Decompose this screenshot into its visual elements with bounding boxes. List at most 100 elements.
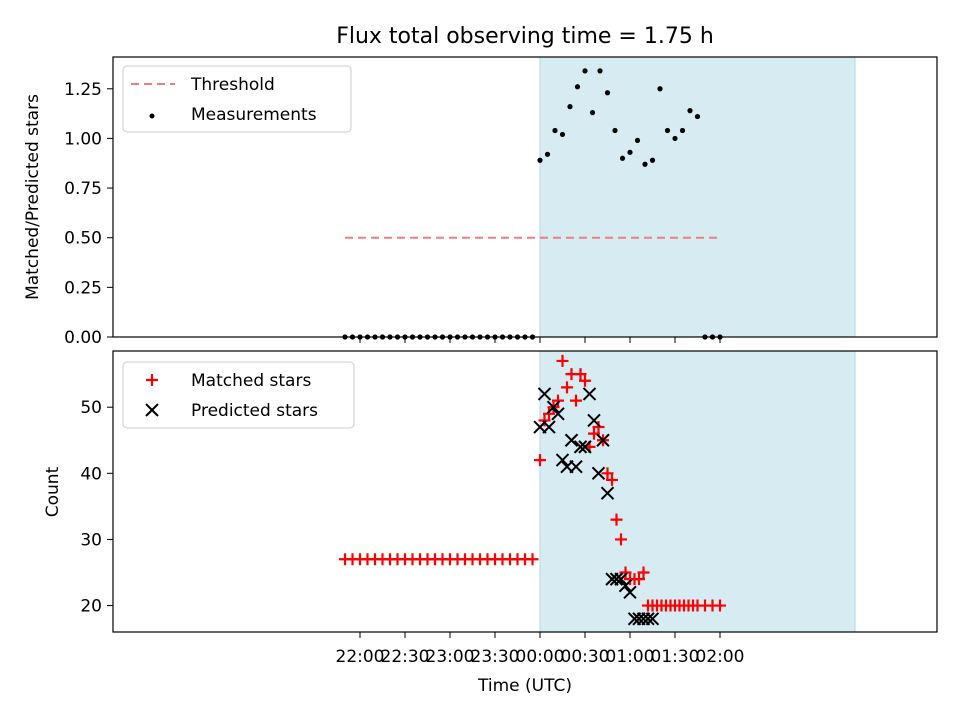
predicted-star-point xyxy=(645,612,660,626)
matched-star-point xyxy=(538,414,551,427)
bottom-xtick-label: 00:00 xyxy=(516,647,565,667)
measurement-point xyxy=(604,90,611,96)
bottom-ytick-label: 20 xyxy=(80,597,102,617)
predicted-star-point xyxy=(564,433,579,447)
matched-star-point xyxy=(588,427,600,440)
matched-star-point xyxy=(552,394,564,407)
bottom-xtick-label: 01:00 xyxy=(606,647,655,667)
matched-star-point xyxy=(556,354,569,367)
top-ylabel: Matched/Predicted stars xyxy=(23,94,43,300)
predicted-star-point xyxy=(609,572,624,586)
predicted-legend-marker xyxy=(145,403,159,417)
measurement-point xyxy=(627,149,633,155)
measurement-point xyxy=(574,84,581,90)
measurement-point xyxy=(642,161,648,167)
matched-star-point xyxy=(633,573,645,586)
top-legend-box xyxy=(122,65,352,133)
top-ytick-label: 0.50 xyxy=(64,229,102,249)
matched-star-point xyxy=(615,533,627,546)
measurement-point xyxy=(687,108,693,114)
predicted-star-point xyxy=(596,433,610,447)
bottom-legend: Matched stars Predicted stars xyxy=(122,361,355,429)
bottom-ytick-label: 50 xyxy=(80,398,102,418)
matched-star-point xyxy=(619,566,632,579)
top-y-axis: 0.00 0.25 0.50 0.75 1.00 1.25 xyxy=(64,80,113,348)
matched-star-point xyxy=(561,381,573,394)
matched-star-point xyxy=(610,513,623,526)
measurement-point xyxy=(612,127,618,134)
predicted-star-point xyxy=(551,407,565,421)
matched-star-point xyxy=(570,394,582,407)
top-panel: 0.00 0.25 0.50 0.75 1.00 1.25 Matched/Predict… xyxy=(23,56,938,348)
predicted-star-point xyxy=(569,459,583,474)
measurement-point xyxy=(619,155,626,161)
bottom-xtick-label: 02:00 xyxy=(696,647,745,667)
bottom-observing-span xyxy=(539,350,856,633)
predicted-star-point xyxy=(641,612,655,626)
measurement-point xyxy=(664,127,671,134)
top-observing-span xyxy=(539,56,856,338)
measurement-point xyxy=(634,137,641,144)
predicted-star-point xyxy=(623,585,637,600)
measurements-legend-marker xyxy=(149,113,155,119)
matched-star-point xyxy=(579,374,591,387)
matched-star-point xyxy=(601,467,614,480)
bottom-frame xyxy=(112,350,938,633)
predicted-star-point xyxy=(546,400,561,414)
predicted-star-point xyxy=(582,387,597,401)
matched-star-point xyxy=(592,421,605,434)
measurement-point xyxy=(559,131,566,138)
bottom-legend-box xyxy=(122,361,355,429)
matched-star-point xyxy=(606,473,618,486)
bottom-xtick-label: 23:30 xyxy=(471,647,520,667)
matched-star-point xyxy=(574,368,587,381)
measurement-point xyxy=(589,110,596,116)
bottom-xtick-label: 01:30 xyxy=(651,647,700,667)
measurement-point xyxy=(694,113,701,120)
predicted-legend-label: Predicted stars xyxy=(191,401,318,421)
predicted-star-point xyxy=(542,420,556,434)
measurements-legend-label: Measurements xyxy=(191,105,317,125)
threshold-legend-label: Threshold xyxy=(190,75,275,95)
top-ytick-label: 0.25 xyxy=(64,278,102,298)
predicted-star-point xyxy=(614,572,628,586)
top-ytick-label: 0.75 xyxy=(64,179,102,199)
measurement-point xyxy=(544,151,551,157)
top-ytick-label: 1.25 xyxy=(64,80,102,100)
measurement-point xyxy=(672,135,678,142)
measurement-point xyxy=(657,86,663,92)
top-ytick-label: 0.00 xyxy=(64,328,102,348)
bottom-data-marks xyxy=(339,354,726,626)
predicted-star-point xyxy=(573,440,588,454)
bottom-xtick-label: 22:00 xyxy=(336,647,385,667)
predicted-star-point xyxy=(587,413,601,428)
top-x-ticks xyxy=(359,337,721,343)
bottom-ytick-label: 30 xyxy=(80,530,102,550)
measurement-point xyxy=(679,127,686,134)
bottom-y-axis: 20 30 40 50 xyxy=(80,398,113,617)
top-frame xyxy=(112,56,938,338)
matched-star-point xyxy=(526,553,539,566)
measurement-point xyxy=(649,157,656,163)
predicted-star-point xyxy=(555,453,570,467)
bottom-ytick-label: 40 xyxy=(80,464,102,484)
bottom-xlabel: Time (UTC) xyxy=(477,676,572,696)
bottom-xtick-label: 23:00 xyxy=(426,647,475,667)
top-ytick-label: 1.00 xyxy=(64,129,102,149)
predicted-star-point xyxy=(618,579,633,593)
predicted-star-point xyxy=(537,387,552,401)
predicted-star-point xyxy=(591,466,606,481)
matched-star-point xyxy=(534,454,546,467)
bottom-xtick-label: 00:30 xyxy=(561,647,610,667)
measurement-point xyxy=(597,68,603,74)
bottom-xtick-label: 22:30 xyxy=(381,647,430,667)
measurement-point xyxy=(537,157,543,163)
matched-star-point xyxy=(637,566,650,579)
measurement-point xyxy=(582,68,588,74)
predicted-star-point xyxy=(600,486,615,500)
matched-legend-marker xyxy=(146,374,158,386)
measurement-point xyxy=(567,104,573,110)
matched-legend-label: Matched stars xyxy=(191,371,311,391)
